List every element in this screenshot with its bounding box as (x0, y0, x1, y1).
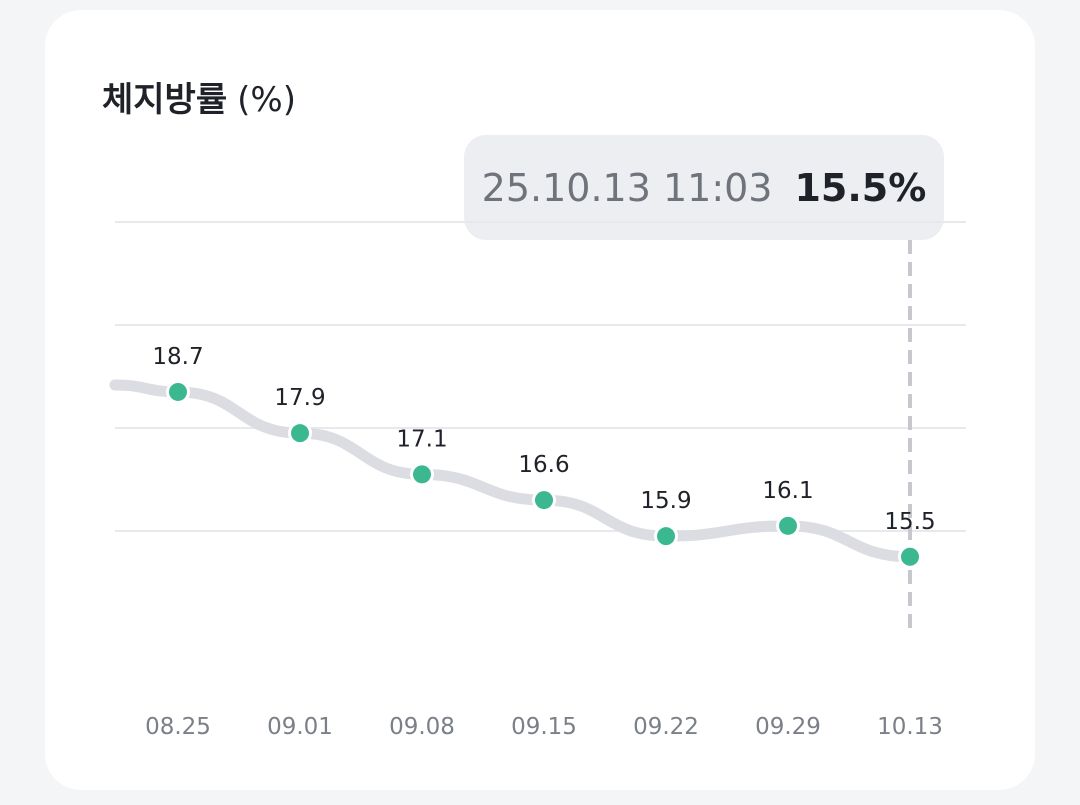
data-label: 16.1 (762, 478, 813, 504)
data-label: 16.6 (518, 452, 569, 478)
x-tick-label: 09.08 (389, 714, 455, 740)
data-point (413, 465, 431, 484)
x-tick-label: 09.15 (511, 714, 577, 740)
data-point (657, 527, 675, 546)
data-label: 18.7 (152, 344, 203, 370)
data-point (779, 516, 797, 535)
data-label: 17.9 (274, 385, 325, 411)
data-label: 15.9 (640, 488, 691, 514)
chart-title-unit: (%) (237, 80, 296, 120)
data-point (535, 491, 553, 510)
data-point (291, 424, 309, 443)
x-tick-label: 09.01 (267, 714, 333, 740)
data-label: 17.1 (396, 426, 447, 452)
x-tick-label: 09.29 (755, 714, 821, 740)
x-tick-label: 09.22 (633, 714, 699, 740)
chart-title: 체지방률 (%) (102, 72, 296, 121)
chart-title-text: 체지방률 (102, 80, 228, 120)
data-point (901, 547, 919, 566)
tooltip-datetime: 25.10.13 11:03 (481, 165, 773, 210)
data-label: 15.5 (884, 509, 935, 535)
tooltip-value: 15.5% (794, 165, 927, 210)
x-tick-label: 08.25 (145, 714, 211, 740)
data-point (169, 382, 187, 401)
x-tick-label: 10.13 (877, 714, 943, 740)
